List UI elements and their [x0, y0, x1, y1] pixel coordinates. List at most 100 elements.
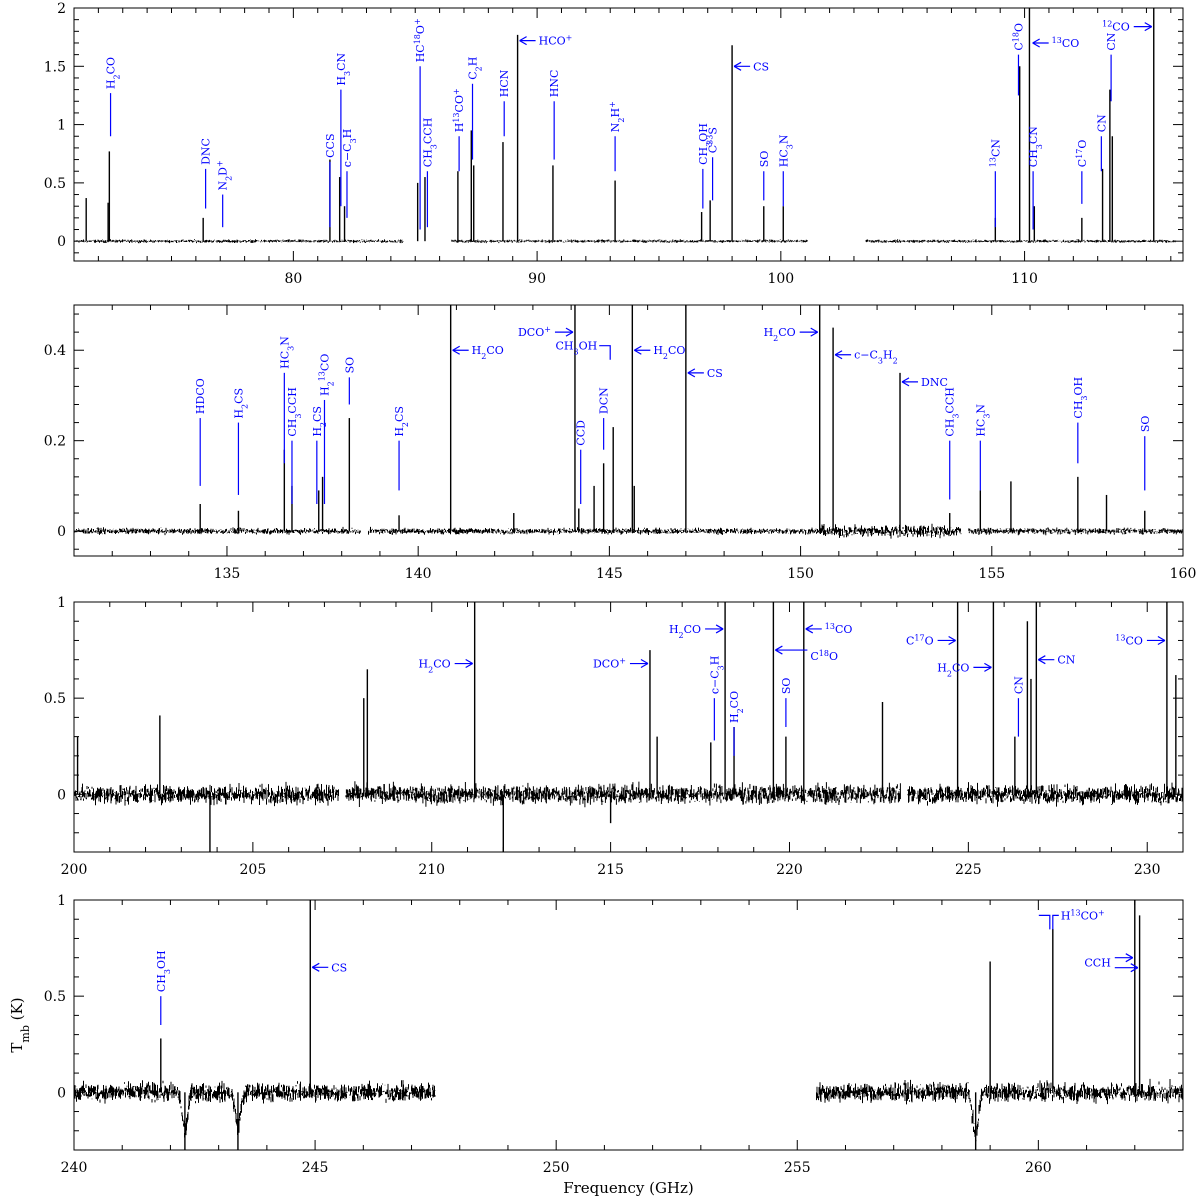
x-tick-label: 255	[784, 1160, 811, 1176]
molecule-label: SO	[758, 151, 771, 168]
y-tick-label: 0.4	[44, 343, 66, 359]
x-tick-label: 245	[302, 1160, 329, 1176]
line-id-arrow: 13CO	[1115, 633, 1166, 647]
molecule-label: C2H	[467, 57, 484, 80]
molecule-label: C17O	[906, 633, 934, 648]
molecule-label: H2CO	[937, 661, 969, 678]
molecule-label: H2CS	[393, 406, 410, 437]
molecule-label: HCO+	[539, 33, 573, 48]
molecule-label: H2CO	[653, 344, 685, 361]
x-tick-label: 160	[1170, 566, 1197, 582]
spectrum-trace-segment	[345, 781, 901, 808]
molecule-label: HC3N	[777, 134, 794, 167]
x-tick-label: 215	[597, 862, 624, 878]
x-tick-label: 225	[955, 862, 982, 878]
y-tick-label: 1	[57, 118, 66, 134]
molecule-label: CN	[1057, 654, 1075, 667]
molecule-label: H2CO	[669, 623, 701, 640]
molecule-label: 13CO	[825, 621, 853, 636]
molecule-label: HC3N	[278, 336, 295, 369]
molecule-label: SO	[1139, 416, 1152, 433]
molecule-label: H3CN	[335, 53, 352, 86]
line-id-arrow: DCO+	[593, 656, 649, 671]
molecule-label: CN	[1095, 114, 1108, 132]
molecule-label: HCN	[498, 69, 511, 97]
y-tick-label: 0	[57, 234, 66, 250]
x-tick-label: 90	[528, 271, 546, 287]
molecule-label: 13CO	[1052, 35, 1080, 50]
spectrum-trace-segment	[74, 526, 361, 536]
y-tick-label: 0	[57, 1085, 66, 1101]
molecule-label: H2CO	[728, 691, 745, 723]
line-id-arrow: DNC	[901, 376, 948, 389]
x-tick-label: 220	[776, 862, 803, 878]
x-tick-label: 150	[787, 566, 814, 582]
line-id-arrow: CN	[1038, 654, 1076, 667]
molecule-label: CH3CN	[1027, 126, 1044, 168]
x-tick-label: 110	[1011, 271, 1038, 287]
y-tick-label: 0.5	[44, 989, 66, 1005]
y-tick-label: 0.5	[44, 176, 66, 192]
spectrum-trace-segment	[74, 1080, 436, 1138]
molecule-label: c−C3H2	[854, 349, 898, 366]
molecule-label: CH3CCH	[286, 387, 303, 437]
molecule-label: H2CO	[419, 658, 451, 675]
molecule-label: DNC	[200, 138, 213, 165]
line-id-arrow: C18O	[775, 645, 838, 664]
molecule-label: CCH	[1084, 957, 1110, 970]
line-id-arrow: HCO+	[519, 33, 573, 48]
spectrum-panel-3: 200 205 210 215 220 225 23000.51c−C3HH2COSOCNH…	[44, 595, 1184, 878]
line-id-arrow: CS	[687, 367, 723, 380]
molecule-label: CS	[707, 367, 723, 380]
molecule-label: HC18O+	[413, 18, 428, 62]
spectrum-panel-2: 135 140 145 150 155 160 0 0.2 0.4 HDCO H2CS HC3N CH3…	[44, 304, 1197, 582]
line-id-arrow: H2CO	[419, 658, 473, 675]
molecule-label: H2CS	[311, 406, 328, 437]
molecule-label: C18O	[1011, 23, 1026, 51]
molecule-label: C18O	[810, 649, 838, 664]
molecule-label: CH3CCH	[944, 387, 961, 437]
panel-frame	[73, 7, 1184, 262]
x-tick-label: 200	[61, 862, 88, 878]
spectrum-trace-segment	[907, 782, 1183, 807]
molecule-label: DCN	[598, 387, 611, 414]
molecule-label: CCD	[575, 420, 588, 446]
x-tick-label: 80	[284, 271, 302, 287]
line-id-arrow: DCO+	[518, 325, 574, 340]
y-tick-label: 0	[57, 787, 66, 803]
line-id-arrow: 13CO	[805, 621, 853, 636]
molecule-label: H2CO	[764, 326, 796, 343]
line-id-arrow: H2CO	[669, 623, 724, 640]
panel-frame	[73, 899, 1184, 1151]
molecule-label: DCO+	[593, 656, 626, 671]
molecule-label: CH3OH	[155, 950, 172, 992]
line-id-arrow: c−C3H2	[834, 349, 898, 366]
molecule-label: CH3OH	[555, 340, 597, 357]
panel-frame	[73, 304, 1184, 557]
molecule-label: CN	[1105, 32, 1118, 50]
molecule-label: CH3OH	[697, 123, 714, 165]
molecule-label: H2CO	[472, 344, 504, 361]
x-tick-label: 145	[596, 566, 623, 582]
y-axis-title: Tmb (K)	[8, 997, 32, 1052]
x-tick-label: 250	[543, 1160, 570, 1176]
x-tick-label: 260	[1025, 1160, 1052, 1176]
molecule-label: HDCO	[194, 378, 207, 414]
y-tick-label: 1	[57, 595, 66, 611]
molecule-label: SO	[343, 357, 356, 374]
molecule-label: c−C3H	[341, 129, 358, 168]
line-id-arrow: 13CO	[1032, 35, 1080, 50]
panel-frame	[73, 601, 1184, 853]
molecule-label: CS	[331, 961, 347, 974]
y-tick-label: 0.5	[44, 691, 66, 707]
line-id-arrow: H2CO	[937, 661, 992, 678]
spectrum-trace-segment	[368, 523, 962, 539]
molecule-label: DCO+	[518, 325, 551, 340]
line-id-arrow: CS	[311, 961, 347, 974]
line-id-arrow: CCH	[1084, 953, 1139, 973]
molecule-label: C33S	[705, 127, 720, 153]
spectrum-trace-segment	[865, 239, 1177, 243]
y-tick-label: 0.2	[44, 434, 66, 450]
spectrum-trace-segment	[74, 239, 404, 244]
